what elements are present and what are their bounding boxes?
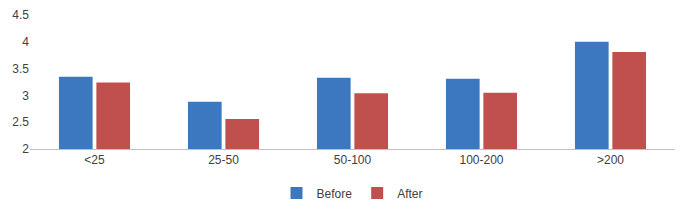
svg-text:After: After xyxy=(397,187,422,201)
svg-text:>200: >200 xyxy=(597,153,624,167)
svg-text:100-200: 100-200 xyxy=(459,153,503,167)
svg-text:<25: <25 xyxy=(84,153,105,167)
svg-text:2: 2 xyxy=(22,142,29,156)
svg-text:3: 3 xyxy=(22,89,29,103)
svg-text:3.5: 3.5 xyxy=(12,62,29,76)
svg-text:50-100: 50-100 xyxy=(334,153,372,167)
svg-text:25-50: 25-50 xyxy=(208,153,239,167)
svg-text:Before: Before xyxy=(317,187,353,201)
svg-text:4.5: 4.5 xyxy=(12,8,29,22)
svg-text:4: 4 xyxy=(22,35,29,49)
svg-text:2.5: 2.5 xyxy=(12,115,29,129)
